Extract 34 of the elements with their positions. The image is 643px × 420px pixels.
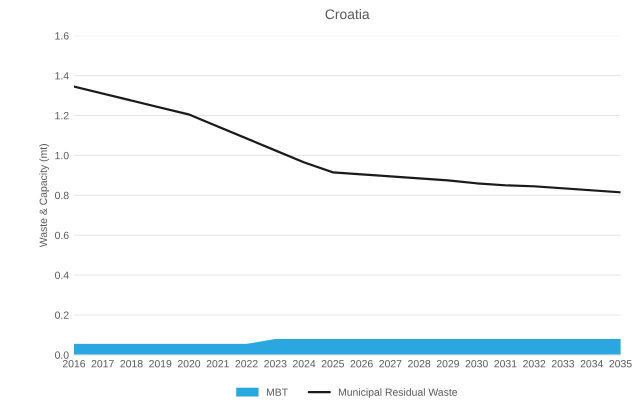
y-tick-label: 0.6 xyxy=(55,232,69,240)
x-tick-label: 2027 xyxy=(379,360,402,368)
y-tick-label: 0.0 xyxy=(55,351,69,359)
line-series xyxy=(74,85,620,194)
y-tick-label: 0.2 xyxy=(55,312,69,319)
x-tick-label: 2034 xyxy=(580,360,604,368)
x-tick-label: 2019 xyxy=(149,360,172,368)
y-axis-title: Waste & Capacity (mt) xyxy=(39,144,50,248)
x-tick-label: 2032 xyxy=(523,360,546,368)
y-tick-label: 1.0 xyxy=(55,152,69,160)
x-tick-label: 2022 xyxy=(235,360,258,368)
x-tick-label: 2020 xyxy=(178,360,200,368)
x-tick-label: 2025 xyxy=(322,360,344,368)
legend-label: Municipal Residual Waste xyxy=(338,388,458,398)
x-tick-label: 2028 xyxy=(408,360,430,368)
x-tick-label: 2033 xyxy=(552,360,574,368)
x-tick-label: 2030 xyxy=(466,360,488,368)
x-tick-label: 2017 xyxy=(92,360,114,368)
y-tick-label: 0.4 xyxy=(55,272,69,279)
x-tick-label: 2021 xyxy=(206,360,229,368)
chart-title: Croatia xyxy=(326,8,370,20)
x-tick-label: 2024 xyxy=(293,360,316,368)
y-tick-label: 1.4 xyxy=(55,72,69,80)
y-tick-label: 1.2 xyxy=(55,112,69,120)
y-tick-label: 1.6 xyxy=(55,32,69,40)
x-tick-label: 2023 xyxy=(264,360,286,368)
legend-label: MBT xyxy=(266,388,288,396)
y-tick-label: 0.8 xyxy=(55,192,69,200)
x-tick-label: 2029 xyxy=(436,360,459,368)
x-tick-label: 2035 xyxy=(609,360,632,368)
x-tick-label: 2018 xyxy=(120,360,143,368)
x-tick-label: 2016 xyxy=(62,360,86,368)
x-tick-label: 2031 xyxy=(494,360,517,368)
x-tick-label: 2026 xyxy=(350,360,373,368)
